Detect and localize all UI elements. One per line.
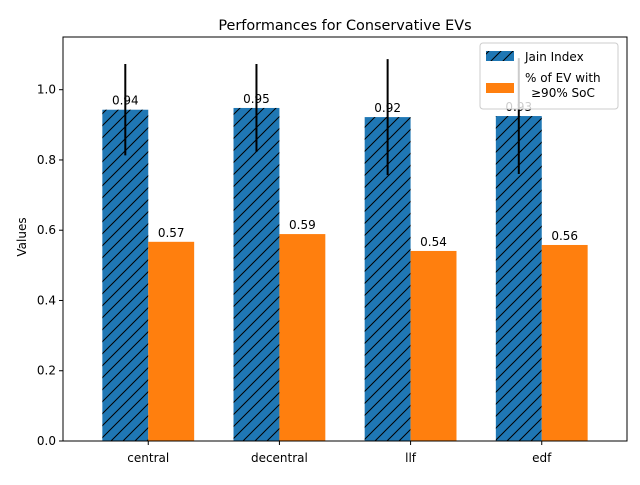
legend-swatch-soc: [486, 83, 514, 93]
data-label-soc-central: 0.57: [158, 226, 185, 240]
legend-label-jain-index: Jain Index: [524, 50, 584, 64]
error-bars-layer: [124, 58, 520, 176]
x-tick-label-decentral: decentral: [251, 451, 308, 465]
bars-layer: [102, 107, 588, 442]
data-label-soc-decentral: 0.59: [289, 218, 316, 232]
bar-hatch-decentral: [233, 107, 280, 442]
bar-soc-edf: [541, 244, 588, 441]
y-tick-label: 0.8: [37, 153, 56, 167]
y-tick-label: 0.6: [37, 223, 56, 237]
data-label-soc-llf: 0.54: [420, 235, 447, 249]
y-tick-label: 0.0: [37, 434, 56, 448]
bar-soc-central: [148, 241, 195, 441]
chart-title: Performances for Conservative EVs: [218, 18, 471, 34]
x-tick-label-edf: edf: [532, 451, 552, 465]
y-axis-label: Values: [15, 217, 29, 256]
bar-soc-llf: [410, 250, 457, 441]
legend: Jain Index % of EV with ≥90% SoC: [479, 42, 619, 110]
y-tick-label: 1.0: [37, 83, 56, 97]
legend-label-soc-line1: % of EV with: [525, 71, 601, 85]
legend-frame: [479, 42, 619, 110]
y-tick-label: 0.4: [37, 293, 56, 307]
x-tick-label-llf: llf: [405, 451, 417, 465]
legend-swatch-jain-index-hatch: [486, 51, 514, 61]
data-label-soc-edf: 0.56: [551, 229, 578, 243]
x-tick-label-central: central: [127, 451, 169, 465]
axes-layer: 0.0 0.2 0.4 0.6 0.8 1.0 central decentral llf edf: [37, 36, 628, 465]
legend-label-soc-line2: ≥90% SoC: [531, 86, 595, 100]
bar-hatch-central: [102, 109, 149, 441]
plot-frame: [62, 36, 628, 442]
y-tick-label: 0.2: [37, 364, 56, 378]
bar-soc-decentral: [279, 234, 326, 441]
